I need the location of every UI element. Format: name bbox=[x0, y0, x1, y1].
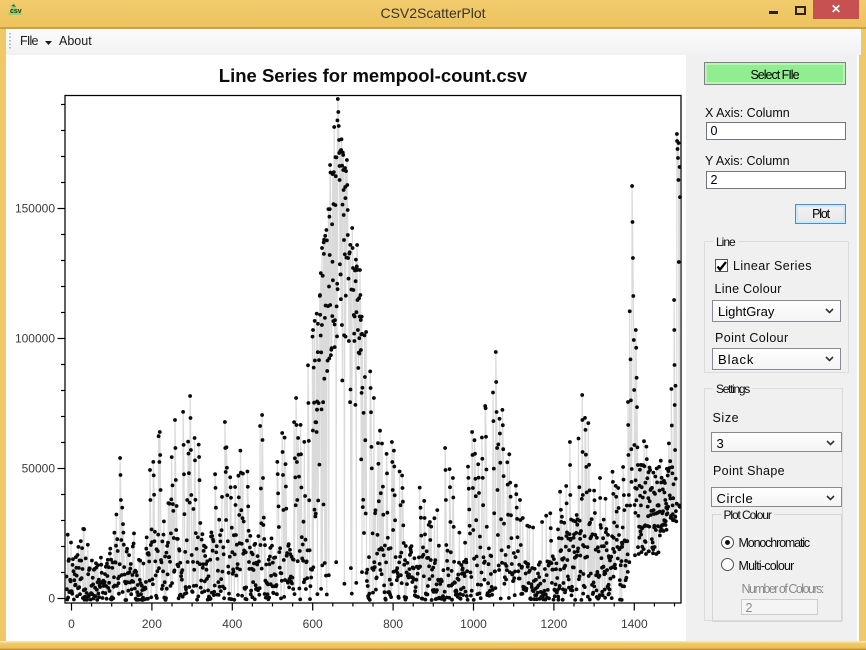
svg-text:800: 800 bbox=[383, 617, 403, 631]
svg-text:0: 0 bbox=[48, 592, 55, 606]
svg-text:400: 400 bbox=[222, 617, 242, 631]
svg-text:csv: csv bbox=[10, 8, 22, 15]
svg-text:1400: 1400 bbox=[620, 617, 647, 631]
svg-text:150000: 150000 bbox=[14, 202, 54, 216]
svg-text:50000: 50000 bbox=[21, 462, 55, 476]
svg-text:0: 0 bbox=[68, 617, 75, 631]
svg-text:100000: 100000 bbox=[14, 332, 54, 346]
svg-text:1000: 1000 bbox=[460, 617, 487, 631]
svg-text:200: 200 bbox=[141, 617, 161, 631]
svg-text:1200: 1200 bbox=[540, 617, 567, 631]
svg-text:600: 600 bbox=[302, 617, 322, 631]
